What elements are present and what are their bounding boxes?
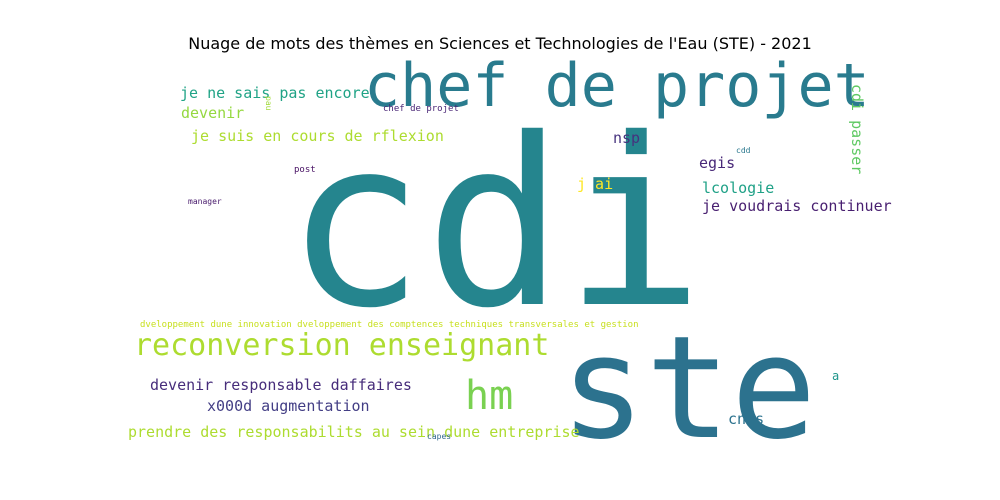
word-8: cdi passer (848, 84, 866, 175)
word-7: je suis en cours de rflexion (191, 127, 444, 145)
word-24: manager (188, 197, 222, 206)
word-19: dveloppement dune innovation dveloppemen… (140, 320, 639, 330)
word-20: chef de projet (383, 104, 459, 114)
word-5: je ne sais pas encore (180, 84, 370, 102)
word-10: egis (699, 154, 736, 172)
word-23: post (294, 165, 316, 175)
word-3: reconversion enseignant (134, 328, 550, 363)
word-18: a (832, 369, 840, 383)
word-6: devenir (181, 104, 245, 122)
word-11: j ai (577, 175, 614, 193)
word-9: nsp (613, 129, 641, 147)
word-13: je voudrais continuer (702, 197, 892, 215)
word-14: devenir responsable daffaires (150, 376, 412, 394)
word-21: pau (264, 96, 273, 111)
word-16: prendre des responsabilits au sein dune … (128, 423, 580, 441)
word-2: chef de projet (364, 51, 870, 121)
word-15: x000d augmentation (207, 397, 370, 415)
word-1: ste (560, 306, 817, 471)
word-0: cdi (285, 89, 705, 359)
word-17: cnrs (728, 410, 765, 428)
chart-title: Nuage de mots des thèmes en Sciences et … (188, 34, 812, 53)
word-22: cdd (736, 146, 751, 155)
word-12: lcologie (702, 179, 775, 197)
word-25: capes (427, 432, 452, 441)
word-4: hm (465, 373, 514, 419)
